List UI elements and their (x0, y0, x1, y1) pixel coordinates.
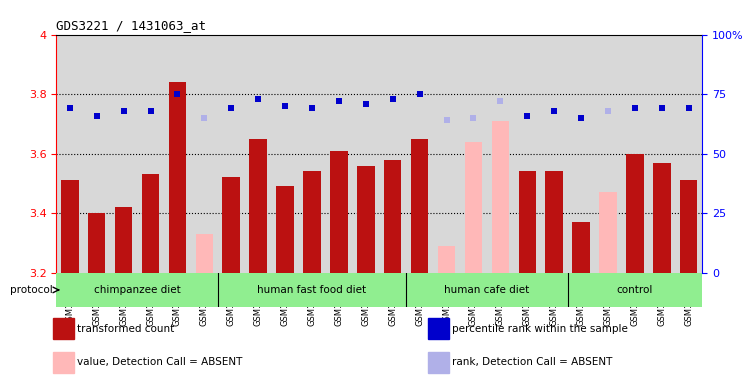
Bar (53, 352, 74, 373)
Text: chimpanzee diet: chimpanzee diet (94, 285, 180, 295)
Text: rank, Detection Call = ABSENT: rank, Detection Call = ABSENT (452, 358, 613, 367)
Bar (599, 192, 617, 273)
Bar (465, 142, 482, 273)
Bar (115, 207, 132, 273)
Bar (142, 174, 159, 273)
Bar (680, 180, 698, 273)
Text: GDS3221 / 1431063_at: GDS3221 / 1431063_at (56, 19, 207, 32)
Text: protocol: protocol (10, 285, 53, 295)
Bar (276, 186, 294, 273)
Bar (545, 172, 563, 273)
Bar (438, 246, 455, 273)
Bar (56, 273, 218, 307)
Text: percentile rank within the sample: percentile rank within the sample (452, 324, 628, 334)
Bar (428, 352, 449, 373)
Bar (653, 162, 671, 273)
Text: human fast food diet: human fast food diet (258, 285, 366, 295)
Text: control: control (617, 285, 653, 295)
Bar (218, 273, 406, 307)
Bar (626, 154, 644, 273)
Bar (61, 180, 79, 273)
Bar (572, 222, 590, 273)
Bar (492, 121, 509, 273)
Bar (357, 166, 375, 273)
Bar (222, 177, 240, 273)
Bar (249, 139, 267, 273)
Bar (384, 160, 402, 273)
Bar (411, 139, 428, 273)
Bar (330, 151, 348, 273)
Bar (195, 234, 213, 273)
Bar (428, 318, 449, 339)
Bar (303, 172, 321, 273)
Bar (88, 213, 105, 273)
Bar (518, 172, 536, 273)
Bar (568, 273, 702, 307)
Bar (169, 82, 186, 273)
Bar (406, 273, 568, 307)
Bar (53, 318, 74, 339)
Text: transformed count: transformed count (77, 324, 173, 334)
Text: human cafe diet: human cafe diet (445, 285, 529, 295)
Text: value, Detection Call = ABSENT: value, Detection Call = ABSENT (77, 358, 242, 367)
